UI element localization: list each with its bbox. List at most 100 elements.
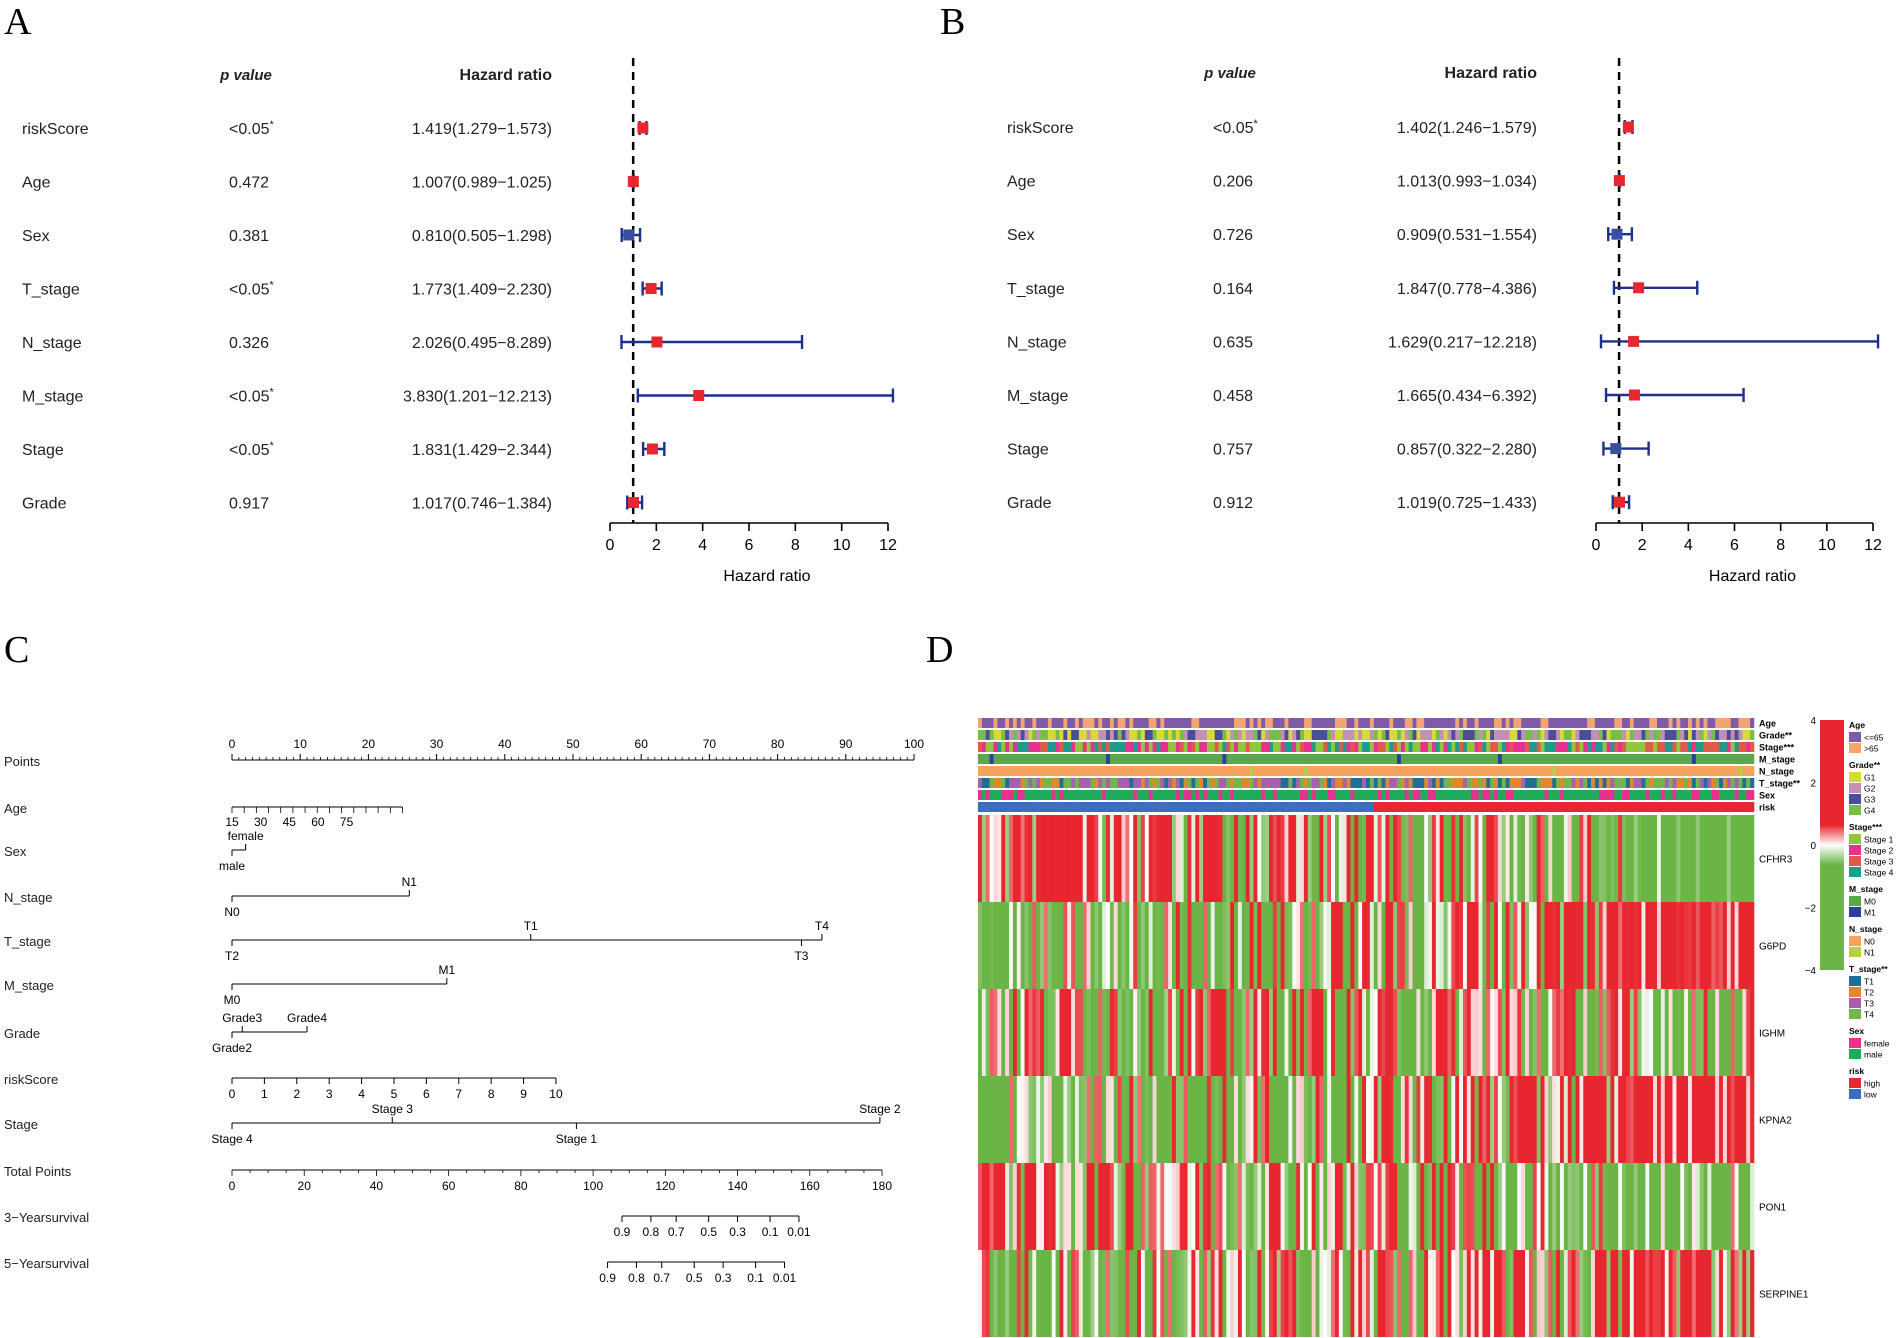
annotation-cell — [1280, 802, 1285, 812]
annotation-cell — [1362, 742, 1367, 752]
heatmap-cell — [1257, 902, 1262, 989]
annotation-cell — [1726, 790, 1732, 800]
heatmap-cell — [1179, 989, 1184, 1076]
annotation-cell — [1556, 790, 1561, 800]
heatmap-cell — [1342, 1163, 1347, 1250]
annotation-cell — [1082, 790, 1087, 800]
annotation-cell — [1528, 766, 1534, 776]
heatmap-cell — [1218, 1250, 1223, 1337]
heatmap-cell — [1579, 902, 1584, 989]
heatmap-cell — [1497, 1163, 1503, 1250]
heatmap-cell — [1078, 989, 1084, 1076]
annotation-cell — [1206, 778, 1212, 788]
annotation-cell — [1253, 754, 1258, 764]
annotation-cell — [1400, 718, 1406, 728]
annotation-cell — [993, 730, 998, 740]
annotation-cell — [1583, 802, 1588, 812]
annotation-cell — [1540, 742, 1545, 752]
heatmap-cell — [1664, 989, 1669, 1076]
annotation-cell — [1431, 790, 1437, 800]
heatmap-cell — [1610, 1163, 1615, 1250]
annotation-cell — [1179, 730, 1184, 740]
heatmap-cell — [1563, 815, 1569, 902]
annotation-cell — [1575, 778, 1580, 788]
annotation-cell — [1152, 742, 1157, 752]
heatmap-cell — [1183, 1250, 1188, 1337]
heatmap-cell — [1618, 902, 1623, 989]
heatmap-cell — [1459, 989, 1464, 1076]
heatmap-cell — [1715, 902, 1720, 989]
points-tick-label: 10 — [294, 737, 308, 751]
annotation-cell — [1036, 742, 1041, 752]
riskscore-tick-label: 3 — [326, 1087, 333, 1101]
heatmap-cell — [1113, 1250, 1118, 1337]
annotation-cell — [1331, 766, 1336, 776]
annotation-cell — [1377, 802, 1382, 812]
annotation-cell — [1214, 742, 1219, 752]
heatmap-cell — [1284, 902, 1289, 989]
annotation-cell — [1695, 790, 1700, 800]
heatmap-cell — [1478, 1163, 1483, 1250]
heatmap-cell — [1602, 1250, 1607, 1337]
annotation-cell — [1071, 730, 1076, 740]
heatmap-cell — [1366, 1250, 1371, 1337]
heatmap-cell — [1684, 902, 1689, 989]
heatmap-cell — [1350, 1163, 1355, 1250]
annotation-cell — [1521, 766, 1526, 776]
annotation-cell — [1218, 766, 1223, 776]
heatmap-cell — [1625, 902, 1631, 989]
annotation-cell — [1513, 718, 1518, 728]
annotation-cell — [1280, 742, 1285, 752]
annotation-cell — [1463, 766, 1468, 776]
annotation-cell — [1397, 718, 1402, 728]
annotation-cell — [1265, 742, 1270, 752]
annotation-cell — [1536, 766, 1541, 776]
annotation-cell — [1179, 778, 1184, 788]
heatmap-cell — [1106, 989, 1111, 1076]
annotation-cell — [1210, 742, 1215, 752]
age-tick-label: 15 — [225, 815, 239, 829]
annotation-cell — [1408, 730, 1413, 740]
heatmap-cell — [1288, 1076, 1293, 1163]
annotation-cell — [1680, 766, 1685, 776]
annotation-cell — [1098, 790, 1103, 800]
annotation-cell — [1528, 730, 1534, 740]
heatmap-cell — [1059, 1163, 1064, 1250]
annotation-cell — [1311, 790, 1316, 800]
heatmap-cell — [1722, 1250, 1728, 1337]
annotation-cell — [1183, 742, 1188, 752]
annotation-cell — [1435, 754, 1441, 764]
annotation-cell — [1699, 778, 1704, 788]
heatmap-cell — [1195, 902, 1200, 989]
annotation-cell — [1408, 742, 1413, 752]
annotation-cell — [1645, 790, 1650, 800]
annotation-cell — [1408, 766, 1413, 776]
heatmap-cell — [1486, 1076, 1491, 1163]
annotation-cell — [1722, 790, 1728, 800]
heatmap-cell — [1591, 1250, 1596, 1337]
annotation-cell — [1028, 718, 1033, 728]
annotation-cell — [1195, 778, 1200, 788]
annotation-cell — [1323, 718, 1328, 728]
annotation-cell — [1249, 730, 1254, 740]
heatmap-cell — [1272, 989, 1278, 1076]
heatmap-cell — [1121, 1250, 1126, 1337]
annotation-cell — [1544, 742, 1549, 752]
heatmap-cell — [1323, 1163, 1328, 1250]
annotation-cell — [1397, 730, 1402, 740]
annotation-cell — [1393, 766, 1398, 776]
annotation-cell — [1043, 802, 1049, 812]
annotation-cell — [1707, 718, 1712, 728]
annotation-cell — [1241, 802, 1247, 812]
total-points-tick-label: 140 — [728, 1179, 748, 1193]
heatmap-cell — [1625, 1250, 1631, 1337]
annotation-cell — [1563, 718, 1569, 728]
heatmap-cell — [1055, 815, 1060, 902]
x-tick-label: 2 — [1638, 537, 1647, 554]
heatmap-cell — [1571, 989, 1576, 1076]
heatmap-cell — [1047, 989, 1053, 1076]
annotation-cell — [1726, 778, 1732, 788]
annotation-cell — [1005, 718, 1010, 728]
annotation-cell — [1350, 790, 1355, 800]
annotation-cell — [1579, 742, 1584, 752]
